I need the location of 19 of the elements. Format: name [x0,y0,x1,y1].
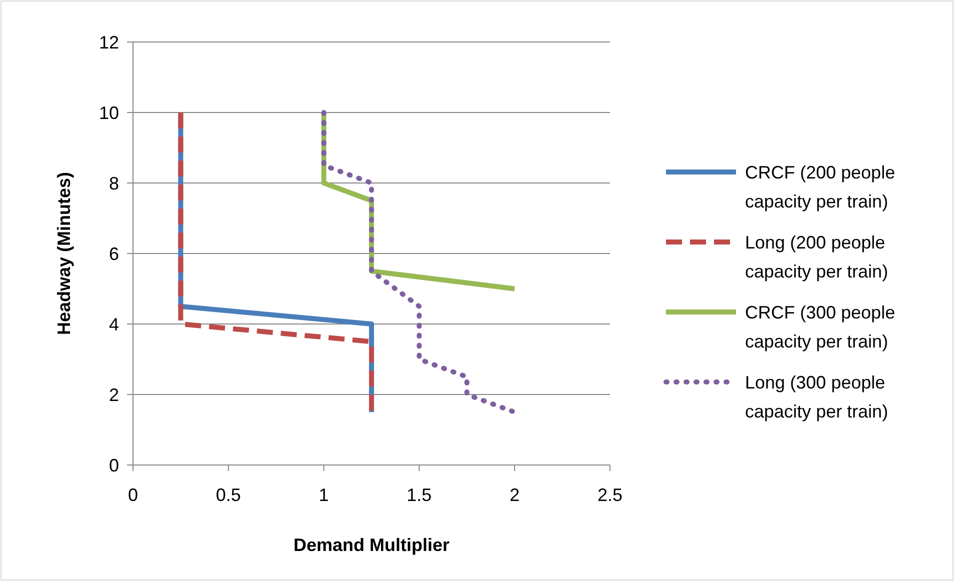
x-tick-label: 0 [128,485,138,505]
y-tick-label: 2 [108,384,119,405]
legend-label: CRCF (300 people capacity per train) [745,302,896,352]
x-tick-label: 1.5 [406,485,432,505]
x-tick-label: 2 [510,485,520,505]
legend-label: Long (200 people capacity per train) [745,232,888,282]
y-tick-label: 10 [98,102,119,123]
y-tick-label: 12 [98,32,119,52]
legend-label: Long (300 people capacity per train) [745,372,888,422]
y-tick-label: 6 [108,244,119,264]
y-tick-label: 4 [108,314,119,334]
legend-label: CRCF (200 people capacity per train) [745,162,896,212]
x-axis-title: Demand Multiplier [293,535,450,555]
y-axis-title: Headway (Minutes) [54,172,74,336]
x-tick-label: 2.5 [597,485,623,505]
x-tick-label: 1 [318,485,329,505]
y-tick-label: 8 [108,173,119,194]
y-tick-label: 0 [108,455,119,476]
x-tick-label: 0.5 [216,485,241,505]
